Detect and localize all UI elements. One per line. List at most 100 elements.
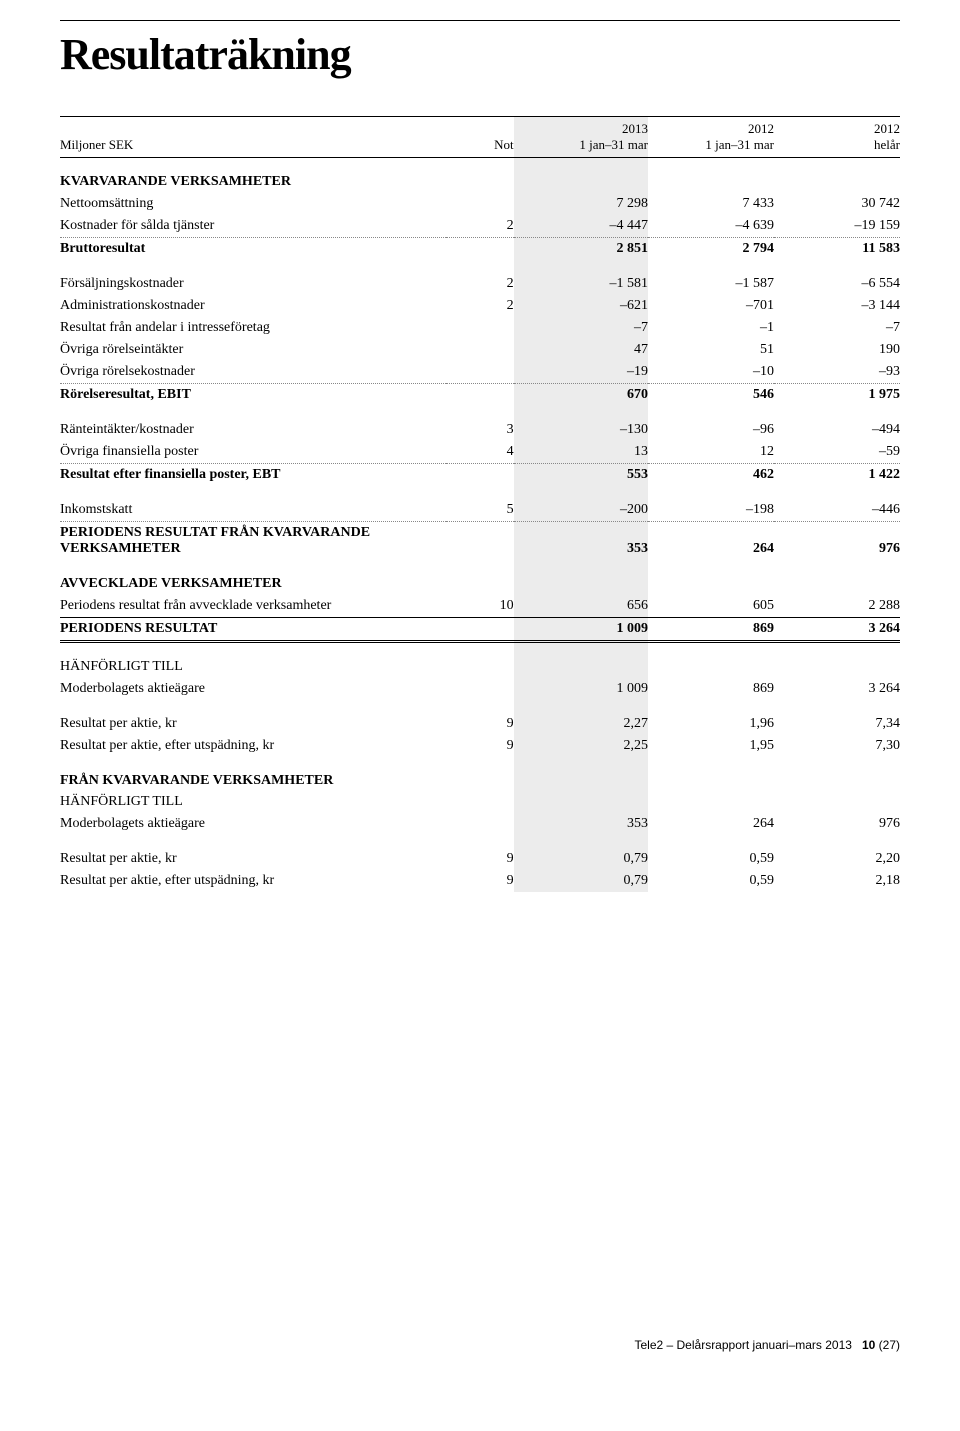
page-footer: Tele2 – Delårsrapport januari–mars 2013 … [634,1338,900,1352]
cell-2013: 2 851 [514,238,648,261]
row-ovriga-intakter: Övriga rörelseintäkter 47 51 190 [60,339,900,361]
row-ovriga-finansiella: Övriga finansiella poster 4 13 12 –59 [60,441,900,464]
cell-not [446,317,513,339]
cell-2013: –1 581 [514,260,648,295]
cell-not [446,361,513,384]
row-ebt: Resultat efter finansiella poster, EBT 5… [60,464,900,487]
cell-not [446,238,513,261]
cell-2012: 0,59 [648,870,774,892]
section-label: AVVECKLADE VERKSAMHETER [60,560,446,595]
subhead-label: HÄNFÖRLIGT TILL [60,792,446,813]
cell-2012: –701 [648,295,774,317]
cell-2013: 353 [514,813,648,835]
cell-2013: –4 447 [514,215,648,238]
cell-2012: –10 [648,361,774,384]
cell-label: Övriga rörelseintäkter [60,339,446,361]
cell-label: Inkomstskatt [60,486,446,522]
cell-helar: 3 264 [774,618,900,642]
cell-helar: 976 [774,522,900,561]
cell-label: Resultat per aktie, efter utspädning, kr [60,870,446,892]
cell-label: Försäljningskostnader [60,260,446,295]
cell-not: 10 [446,595,513,618]
cell-helar: 976 [774,813,900,835]
cell-helar: 1 975 [774,384,900,407]
hdr-helar: 2012 helår [774,117,900,158]
cell-not [446,678,513,700]
section-label: KVARVARANDE VERKSAMHETER [60,158,446,194]
subhead-hanforligt-2: HÄNFÖRLIGT TILL [60,792,900,813]
cell-helar: –6 554 [774,260,900,295]
cell-2013: 7 298 [514,193,648,215]
row-inkomstskatt: Inkomstskatt 5 –200 –198 –446 [60,486,900,522]
row-andelar-intresse: Resultat från andelar i intresseföretag … [60,317,900,339]
cell-2013: –7 [514,317,648,339]
footer-total: (27) [879,1338,900,1352]
cell-2013: 0,79 [514,870,648,892]
subhead-label: HÄNFÖRLIGT TILL [60,642,446,679]
cell-label: Resultat per aktie, kr [60,700,446,735]
cell-label: Övriga rörelsekostnader [60,361,446,384]
cell-2012: 264 [648,813,774,835]
cell-2013: 353 [514,522,648,561]
cell-label: Övriga finansiella poster [60,441,446,464]
cell-not: 3 [446,406,513,441]
cell-2012: 1,96 [648,700,774,735]
row-periodens-kvarvarande: PERIODENS RESULTAT FRÅN KVARVARANDE VERK… [60,522,900,561]
cell-2012: 546 [648,384,774,407]
income-statement-table: Miljoner SEK Not 2013 1 jan–31 mar 2012 … [60,116,900,892]
section-kvarvarande: KVARVARANDE VERKSAMHETER [60,158,900,194]
cell-not [446,464,513,487]
subhead-hanforligt-1: HÄNFÖRLIGT TILL [60,642,900,679]
row-moderbolag-1: Moderbolagets aktieägare 1 009 869 3 264 [60,678,900,700]
cell-2013: 0,79 [514,835,648,870]
hdr-2013: 2013 1 jan–31 mar [514,117,648,158]
cell-2013: –200 [514,486,648,522]
cell-not [446,384,513,407]
cell-2012: 51 [648,339,774,361]
cell-not: 9 [446,835,513,870]
section-avvecklade: AVVECKLADE VERKSAMHETER [60,560,900,595]
cell-not: 2 [446,215,513,238]
cell-2013: 13 [514,441,648,464]
cell-2012: 12 [648,441,774,464]
cell-helar: –446 [774,486,900,522]
cell-2012: 0,59 [648,835,774,870]
row-rpa-2: Resultat per aktie, kr 9 0,79 0,59 2,20 [60,835,900,870]
cell-2012: –96 [648,406,774,441]
cell-helar: 190 [774,339,900,361]
footer-doc: Tele2 – Delårsrapport januari–mars 2013 [634,1338,851,1352]
cell-2012: 264 [648,522,774,561]
cell-not [446,522,513,561]
row-rpa-1: Resultat per aktie, kr 9 2,27 1,96 7,34 [60,700,900,735]
cell-helar: 7,34 [774,700,900,735]
cell-2013: 1 009 [514,618,648,642]
cell-2013: 553 [514,464,648,487]
cell-label: Ränteintäkter/kostnader [60,406,446,441]
section-label: FRÅN KVARVARANDE VERKSAMHETER [60,757,446,792]
cell-helar: –494 [774,406,900,441]
cell-label: Resultat efter finansiella poster, EBT [60,464,446,487]
hdr-2013-year: 2013 [622,121,648,136]
cell-helar: 3 264 [774,678,900,700]
cell-2013: –130 [514,406,648,441]
row-rpa-utspadning-2: Resultat per aktie, efter utspädning, kr… [60,870,900,892]
cell-not: 9 [446,735,513,757]
cell-2012: –1 587 [648,260,774,295]
cell-not [446,618,513,642]
cell-label: Administrationskostnader [60,295,446,317]
row-moderbolag-2: Moderbolagets aktieägare 353 264 976 [60,813,900,835]
row-periodens-avvecklade: Periodens resultat från avvecklade verks… [60,595,900,618]
cell-2012: 7 433 [648,193,774,215]
cell-2012: 605 [648,595,774,618]
cell-label: Bruttoresultat [60,238,446,261]
cell-helar: –59 [774,441,900,464]
cell-label: Nettoomsättning [60,193,446,215]
cell-not: 9 [446,700,513,735]
cell-helar: 1 422 [774,464,900,487]
cell-2012: –1 [648,317,774,339]
table-header: Miljoner SEK Not 2013 1 jan–31 mar 2012 … [60,117,900,158]
cell-helar: 2,18 [774,870,900,892]
hdr-2012: 2012 1 jan–31 mar [648,117,774,158]
cell-helar: 7,30 [774,735,900,757]
cell-label: Resultat per aktie, kr [60,835,446,870]
